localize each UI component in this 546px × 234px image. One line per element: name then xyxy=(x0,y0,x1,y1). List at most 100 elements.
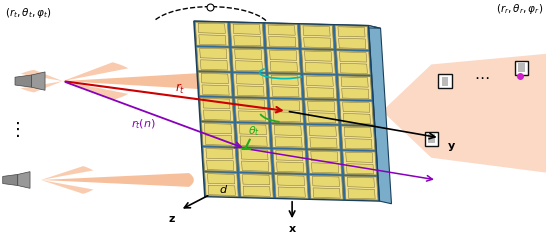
Polygon shape xyxy=(304,37,331,48)
Polygon shape xyxy=(335,26,369,50)
Polygon shape xyxy=(300,25,334,49)
Polygon shape xyxy=(340,101,373,125)
Text: $\theta_t$: $\theta_t$ xyxy=(248,124,260,138)
Polygon shape xyxy=(338,76,372,100)
Polygon shape xyxy=(235,98,269,122)
Polygon shape xyxy=(339,38,366,48)
Text: $(r_t, \theta_t, \varphi_t)$: $(r_t, \theta_t, \varphi_t)$ xyxy=(5,6,52,20)
Polygon shape xyxy=(272,87,299,97)
Polygon shape xyxy=(343,113,371,124)
Polygon shape xyxy=(242,161,269,171)
Polygon shape xyxy=(207,174,235,184)
Polygon shape xyxy=(345,139,372,149)
Polygon shape xyxy=(201,73,228,84)
Polygon shape xyxy=(272,100,300,110)
Polygon shape xyxy=(200,60,228,70)
Polygon shape xyxy=(305,62,333,73)
Polygon shape xyxy=(270,50,296,60)
Polygon shape xyxy=(203,99,230,109)
Polygon shape xyxy=(206,149,233,159)
Polygon shape xyxy=(240,173,273,197)
Polygon shape xyxy=(238,148,271,172)
Polygon shape xyxy=(277,176,305,186)
Polygon shape xyxy=(308,150,341,174)
Polygon shape xyxy=(242,175,270,185)
Polygon shape xyxy=(342,102,370,112)
Polygon shape xyxy=(237,86,264,96)
Polygon shape xyxy=(271,75,298,85)
Polygon shape xyxy=(305,100,339,124)
Text: y: y xyxy=(448,141,455,151)
Polygon shape xyxy=(194,21,379,201)
Polygon shape xyxy=(3,174,17,186)
Polygon shape xyxy=(312,176,340,186)
Polygon shape xyxy=(200,48,227,58)
Polygon shape xyxy=(442,77,448,86)
Polygon shape xyxy=(310,138,337,148)
Polygon shape xyxy=(198,72,232,96)
Polygon shape xyxy=(341,126,375,150)
Polygon shape xyxy=(270,62,298,72)
Polygon shape xyxy=(341,77,368,87)
Polygon shape xyxy=(303,26,330,36)
Polygon shape xyxy=(278,187,305,197)
Polygon shape xyxy=(369,26,391,204)
Polygon shape xyxy=(342,88,369,99)
Polygon shape xyxy=(307,101,335,111)
Polygon shape xyxy=(15,75,32,87)
Polygon shape xyxy=(275,174,308,198)
Polygon shape xyxy=(309,126,336,136)
Text: $\vdots$: $\vdots$ xyxy=(8,121,20,139)
Text: $r_t(n)$: $r_t(n)$ xyxy=(131,117,156,131)
Polygon shape xyxy=(233,73,267,97)
Polygon shape xyxy=(200,97,234,121)
Polygon shape xyxy=(267,49,300,73)
Polygon shape xyxy=(347,164,373,174)
Polygon shape xyxy=(345,176,378,200)
Polygon shape xyxy=(276,150,303,161)
Polygon shape xyxy=(63,81,128,100)
Polygon shape xyxy=(233,24,260,34)
Polygon shape xyxy=(308,113,336,123)
Polygon shape xyxy=(277,162,304,172)
Text: $r_t$: $r_t$ xyxy=(175,82,185,96)
Polygon shape xyxy=(347,177,375,187)
Polygon shape xyxy=(340,63,367,74)
Polygon shape xyxy=(438,74,452,88)
Polygon shape xyxy=(234,36,261,46)
Polygon shape xyxy=(382,53,546,173)
Polygon shape xyxy=(274,125,301,135)
Polygon shape xyxy=(238,99,265,110)
Polygon shape xyxy=(344,127,371,137)
Polygon shape xyxy=(208,185,235,195)
Polygon shape xyxy=(306,125,340,149)
Polygon shape xyxy=(348,189,375,199)
Polygon shape xyxy=(346,152,373,162)
Polygon shape xyxy=(240,136,267,146)
Polygon shape xyxy=(313,188,340,198)
Polygon shape xyxy=(239,111,266,121)
Polygon shape xyxy=(311,151,338,161)
Polygon shape xyxy=(268,25,295,35)
Text: x: x xyxy=(288,224,296,234)
Polygon shape xyxy=(198,23,225,33)
Polygon shape xyxy=(241,150,268,160)
Polygon shape xyxy=(340,52,366,62)
Text: $d$: $d$ xyxy=(219,183,228,194)
Polygon shape xyxy=(32,72,45,90)
Polygon shape xyxy=(194,21,381,28)
Polygon shape xyxy=(63,71,243,91)
Polygon shape xyxy=(41,180,93,194)
Polygon shape xyxy=(17,172,30,188)
Polygon shape xyxy=(271,124,305,148)
Polygon shape xyxy=(204,124,232,134)
Polygon shape xyxy=(232,48,265,72)
Polygon shape xyxy=(518,63,525,72)
Text: $\cdots$: $\cdots$ xyxy=(474,69,490,84)
Polygon shape xyxy=(41,173,194,187)
Polygon shape xyxy=(205,135,232,145)
Polygon shape xyxy=(203,147,236,172)
Polygon shape xyxy=(343,151,376,175)
Polygon shape xyxy=(21,81,63,92)
Polygon shape xyxy=(243,186,270,196)
